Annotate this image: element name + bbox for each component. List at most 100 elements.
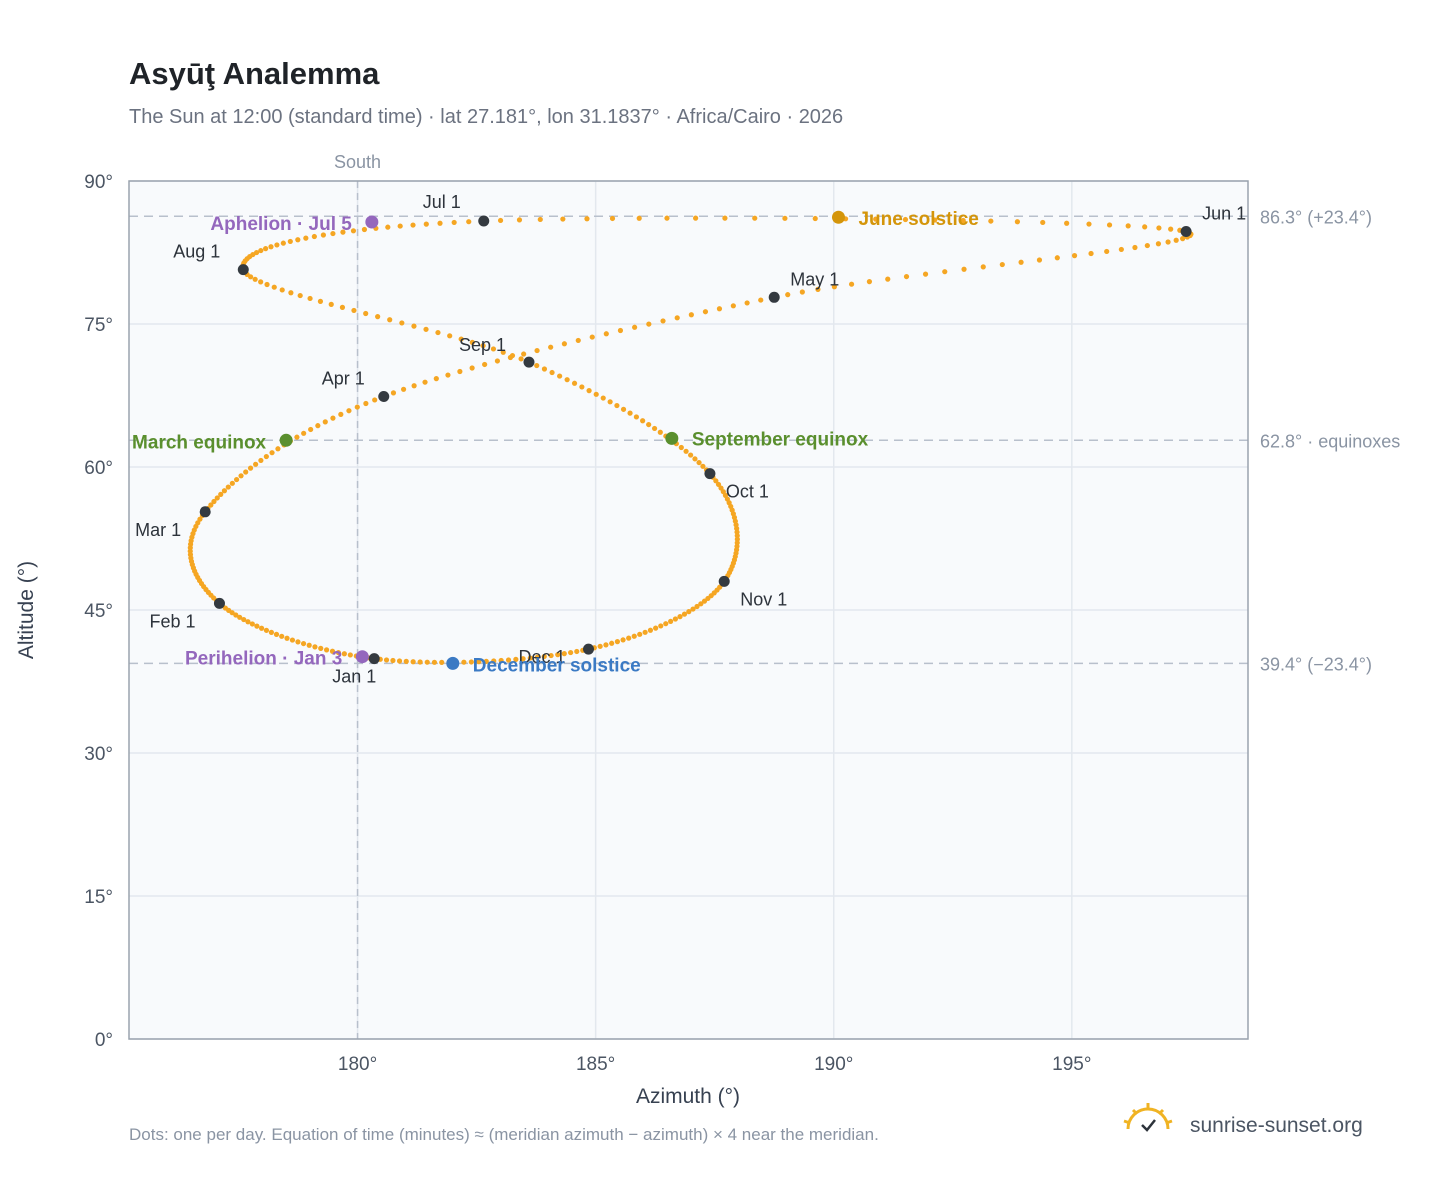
month-marker — [368, 653, 380, 665]
sunrise-logo-icon — [1123, 1103, 1173, 1132]
daily-dot — [589, 334, 595, 340]
daily-dot — [560, 216, 566, 222]
meridian-label: South — [334, 152, 381, 172]
daily-dot — [303, 235, 309, 241]
daily-dot — [433, 376, 439, 382]
daily-dot — [258, 247, 264, 254]
daily-dot — [660, 318, 666, 324]
daily-dot — [323, 647, 330, 653]
daily-dot — [245, 619, 251, 625]
daily-dot — [520, 656, 526, 662]
daily-dot — [683, 448, 689, 454]
daily-dot — [653, 625, 659, 631]
daily-dot — [273, 631, 280, 637]
daily-dot — [383, 657, 390, 663]
daily-dot — [399, 320, 405, 326]
daily-dot — [609, 215, 616, 222]
daily-dot — [617, 327, 624, 334]
daily-dot — [1086, 221, 1092, 227]
daily-dot — [700, 463, 706, 469]
daily-dot — [197, 516, 203, 522]
event-marker — [355, 650, 369, 664]
daily-dot — [681, 611, 688, 617]
daily-dot — [437, 220, 443, 226]
daily-dot — [494, 358, 501, 364]
daily-dot — [744, 300, 750, 306]
footnote: Dots: one per day. Equation of time (min… — [129, 1125, 879, 1144]
daily-dot — [690, 606, 696, 612]
daily-dot — [646, 421, 652, 428]
daily-dot — [330, 415, 336, 421]
daily-dot — [330, 230, 336, 237]
daily-dot — [338, 411, 344, 417]
daily-dot — [238, 473, 244, 479]
daily-dot — [548, 652, 554, 659]
daily-dot — [340, 229, 346, 235]
daily-dot — [609, 640, 615, 646]
daily-dot — [674, 315, 680, 321]
daily-dot — [457, 368, 463, 375]
daily-dot — [668, 618, 674, 624]
daily-dot — [640, 418, 646, 424]
daily-dot — [372, 397, 378, 403]
daily-dot — [658, 623, 664, 629]
y-tick-label: 0° — [95, 1030, 113, 1051]
daily-dot — [534, 347, 540, 354]
daily-dot — [715, 481, 722, 488]
reference-line-label: 62.8° · equinoxes — [1260, 431, 1400, 451]
daily-dot — [289, 637, 296, 643]
daily-dot — [329, 648, 336, 654]
daily-dot — [241, 616, 247, 623]
daily-dot — [247, 465, 254, 471]
daily-dot — [549, 369, 555, 376]
daily-dot — [279, 287, 285, 293]
daily-dot — [980, 264, 986, 270]
daily-dot — [363, 400, 369, 407]
daily-dot — [620, 637, 626, 643]
daily-dot — [229, 480, 235, 486]
daily-dot — [758, 297, 764, 303]
daily-dot — [686, 609, 692, 615]
daily-dot — [942, 269, 948, 275]
y-axis-label: Altitude (°) — [15, 561, 38, 659]
daily-dot — [280, 240, 286, 246]
daily-dot — [537, 216, 543, 223]
month-marker — [718, 575, 730, 587]
daily-dot — [597, 643, 603, 649]
daily-dot — [306, 642, 312, 648]
x-tick-label: 190° — [814, 1054, 853, 1075]
daily-dot — [922, 271, 929, 277]
daily-dot — [410, 222, 416, 228]
daily-dot — [999, 261, 1005, 268]
plot-frame — [128, 180, 1249, 1040]
daily-dot — [387, 317, 393, 323]
daily-dot — [557, 373, 563, 379]
daily-dot — [461, 659, 467, 665]
x-tick-label: 185° — [576, 1054, 615, 1075]
daily-dot — [295, 237, 301, 243]
daily-dot — [785, 292, 791, 298]
axis-ticks: 0° 15° 30° 45° 60° 75° 90° 180° 185° 190° 195° — [84, 172, 1091, 1075]
month-marker — [378, 390, 390, 402]
daily-dot — [284, 635, 290, 641]
event-marker — [279, 433, 293, 447]
daily-dot — [579, 384, 585, 390]
daily-dot — [258, 279, 264, 285]
daily-dot — [297, 292, 303, 299]
daily-dot — [1142, 224, 1148, 230]
daily-dot — [1173, 237, 1179, 243]
daily-dot — [1156, 225, 1162, 231]
event-label: September equinox — [692, 429, 869, 450]
daily-dot — [339, 304, 346, 310]
daily-dot — [400, 386, 407, 392]
daily-dot — [903, 273, 910, 280]
daily-dot — [328, 301, 334, 307]
daily-dot — [541, 366, 548, 372]
y-tick-label: 60° — [84, 458, 113, 479]
daily-dot — [264, 281, 270, 288]
daily-dot — [873, 216, 879, 222]
daily-dot — [848, 281, 855, 287]
event-label: Aphelion · Jul 5 — [210, 214, 352, 235]
daily-dot — [812, 215, 818, 222]
month-marker — [523, 356, 535, 368]
